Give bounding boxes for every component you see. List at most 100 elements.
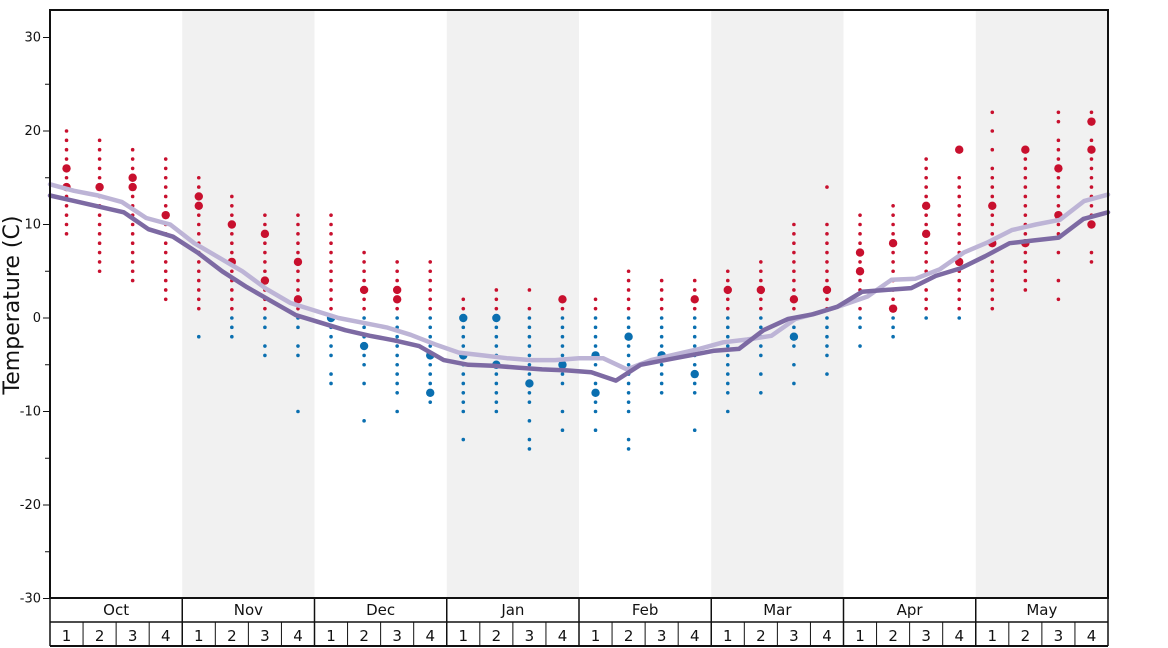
dot [296, 288, 300, 292]
dot [593, 381, 598, 386]
dot [395, 269, 399, 274]
dot-large [293, 257, 303, 267]
dot [1023, 185, 1028, 189]
dot [395, 381, 399, 386]
dot [1089, 138, 1094, 143]
dot [395, 409, 399, 414]
dot [428, 362, 433, 367]
dot [560, 353, 565, 358]
dot-large [558, 360, 567, 369]
dot [296, 278, 300, 283]
dot [362, 362, 366, 367]
dot [1089, 110, 1094, 115]
dot [329, 297, 333, 302]
dot [560, 428, 565, 433]
dot [759, 353, 763, 358]
dot [990, 147, 995, 152]
dot [130, 147, 135, 152]
dot [461, 372, 466, 376]
dot [858, 222, 862, 227]
dot [957, 175, 962, 180]
dot [329, 381, 333, 386]
dot [527, 372, 532, 376]
dot [692, 278, 697, 283]
dot-large [690, 295, 699, 304]
dot-large [359, 341, 369, 351]
dot [329, 353, 333, 358]
dot-large [591, 388, 600, 397]
dot [792, 241, 796, 245]
dot [196, 213, 201, 217]
dot-large [128, 182, 137, 192]
dot [792, 232, 796, 236]
dot [692, 381, 697, 386]
dot-large [921, 229, 931, 239]
dot [263, 241, 267, 245]
dot [1056, 119, 1061, 124]
dot [990, 306, 995, 311]
week-label: 4 [954, 627, 964, 645]
dot [692, 325, 697, 330]
dot [858, 344, 862, 348]
dot [263, 222, 267, 227]
dot [130, 241, 135, 245]
dot [692, 362, 697, 367]
dot [957, 241, 962, 245]
dot [659, 316, 664, 320]
dot [792, 325, 796, 330]
dot [296, 409, 300, 414]
dot [494, 297, 499, 302]
dot [1023, 278, 1028, 283]
dot [461, 381, 466, 386]
dot [527, 316, 532, 320]
dot [626, 316, 631, 320]
dot [891, 269, 895, 274]
dot-large [525, 379, 534, 388]
dot [858, 325, 862, 330]
dot [759, 278, 763, 283]
dot [924, 157, 928, 161]
dot [792, 344, 796, 348]
dot [163, 297, 168, 302]
dot [263, 213, 267, 217]
dot [64, 129, 69, 133]
dot [792, 362, 796, 367]
week-label: 1 [62, 627, 72, 645]
dot [461, 400, 466, 404]
dot [692, 334, 697, 339]
dot [196, 306, 201, 311]
dot [825, 372, 829, 376]
dot [990, 297, 995, 302]
week-label: 2 [624, 627, 634, 645]
dot [163, 241, 168, 245]
dot [527, 334, 532, 339]
dot-large [492, 313, 501, 323]
week-label: 2 [1021, 627, 1031, 645]
dot [1089, 250, 1094, 255]
dot [659, 297, 664, 302]
dot [858, 213, 862, 217]
dot [957, 194, 962, 199]
dot [1056, 250, 1061, 255]
dot-large [459, 313, 468, 323]
dot-large [161, 210, 170, 220]
dot [1023, 166, 1028, 171]
dot-large [1087, 220, 1096, 229]
dot [130, 269, 135, 274]
dot [626, 353, 631, 358]
dot [428, 400, 433, 404]
dot [329, 306, 333, 311]
dot [957, 222, 962, 227]
week-label: 3 [789, 627, 799, 645]
dot-large [955, 145, 964, 154]
week-label: 4 [293, 627, 303, 645]
dot [329, 250, 333, 255]
dot [1089, 157, 1094, 161]
week-label: 4 [690, 627, 700, 645]
dot [725, 325, 730, 330]
dot [626, 391, 631, 395]
dot [196, 185, 201, 189]
dot [362, 260, 366, 264]
dot [64, 138, 69, 143]
dot [395, 344, 399, 348]
